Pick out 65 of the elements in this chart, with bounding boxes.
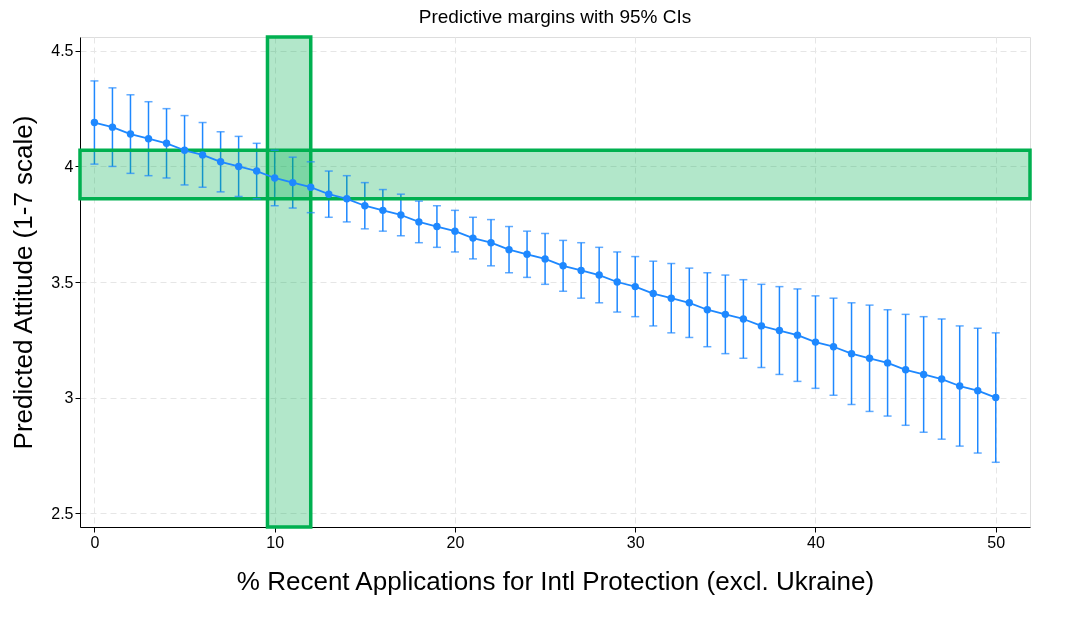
point [974,386,982,395]
point [397,211,405,219]
point [595,271,603,279]
point [126,130,135,138]
point [883,359,892,367]
point [325,190,333,198]
point [415,218,423,226]
point [108,123,117,131]
point [631,282,639,291]
point [307,183,315,191]
point [901,366,910,374]
point [343,195,351,203]
x-axis-title: % Recent Applications for Intl Protection (excl. Ukraine) [236,565,875,596]
point [252,167,261,175]
x-tick-label: 0 [90,533,100,551]
y-tick-label: 3 [64,389,74,407]
point [505,245,513,254]
point [270,174,279,182]
point [234,162,243,171]
point [811,338,820,346]
y-axis-title: Predicted Attitude (1-7 scale) [8,115,39,450]
y-tick-label: 4.5 [51,42,74,60]
chart-title: Predictive margins with 95% CIs [418,6,692,28]
point [667,294,675,302]
point [577,266,585,275]
point [685,299,694,307]
point [361,202,369,210]
point [847,349,856,358]
point [487,239,495,247]
point [541,255,549,263]
point [289,178,297,187]
y-tick-label: 2.5 [51,504,74,522]
point [216,158,225,166]
point [523,250,531,258]
x-tick-label: 30 [626,533,645,551]
point [559,262,567,270]
point [180,146,189,154]
point [433,222,441,231]
point [955,382,964,390]
point [739,315,748,323]
x-tick-label: 10 [266,533,285,551]
point [613,278,621,286]
point [379,206,387,215]
point [451,227,459,235]
x-tick-label: 50 [987,533,1006,551]
point [198,151,207,159]
x-tick-label: 40 [807,533,825,551]
point [992,393,1000,402]
x-tick-label: 20 [446,533,465,551]
y-tick-label: 4 [64,157,74,175]
point [829,343,838,351]
point [865,354,874,362]
point [919,370,928,379]
point [775,326,784,335]
point [937,375,946,383]
point [793,331,802,339]
point [649,289,657,298]
point [469,234,477,242]
point [90,118,99,127]
y-tick-label: 3.5 [51,273,74,291]
point [757,322,766,330]
point [144,135,153,143]
point [162,139,171,148]
point [703,306,712,314]
point [721,310,730,319]
